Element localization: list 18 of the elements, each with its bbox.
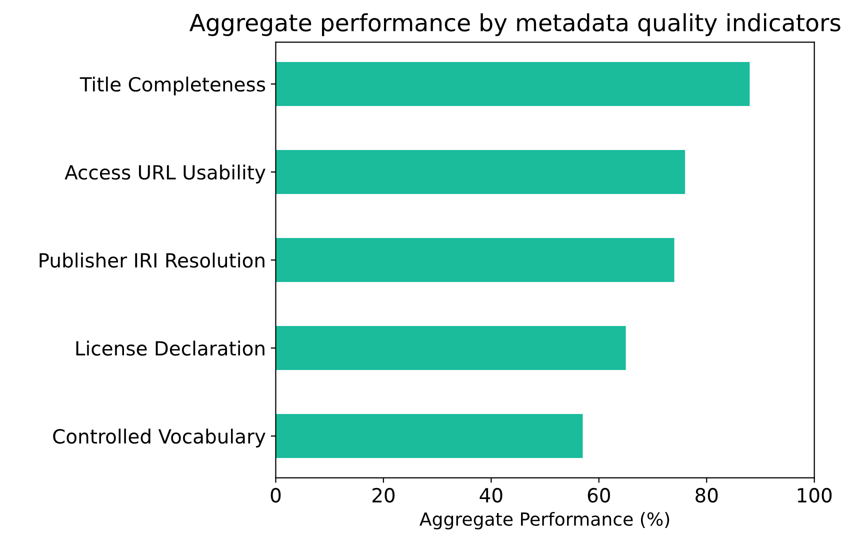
- x-axis-title: Aggregate Performance (%): [420, 512, 670, 530]
- x-tick-label: 60: [588, 488, 610, 503]
- bar: [276, 326, 626, 370]
- y-tick-label: Publisher IRI Resolution: [40, 252, 264, 268]
- bar: [276, 414, 583, 458]
- bar: [276, 150, 686, 194]
- x-tick-label: 20: [372, 488, 395, 503]
- bar: [276, 62, 750, 106]
- x-tick-label: 40: [480, 488, 502, 503]
- chart-title: Aggregate performance by metadata quality indicators: [189, 13, 840, 36]
- x-tick-label: 0: [270, 488, 281, 503]
- x-tick-label: 80: [696, 488, 718, 503]
- y-tick-label: License Declaration: [76, 340, 264, 356]
- y-tick-label: Title Completeness: [80, 76, 266, 96]
- x-tick-label: 100: [798, 488, 832, 503]
- y-tick-label: Access URL Usability: [64, 164, 266, 184]
- bar: [276, 238, 674, 282]
- y-tick-label: Controlled Vocabulary: [53, 428, 266, 448]
